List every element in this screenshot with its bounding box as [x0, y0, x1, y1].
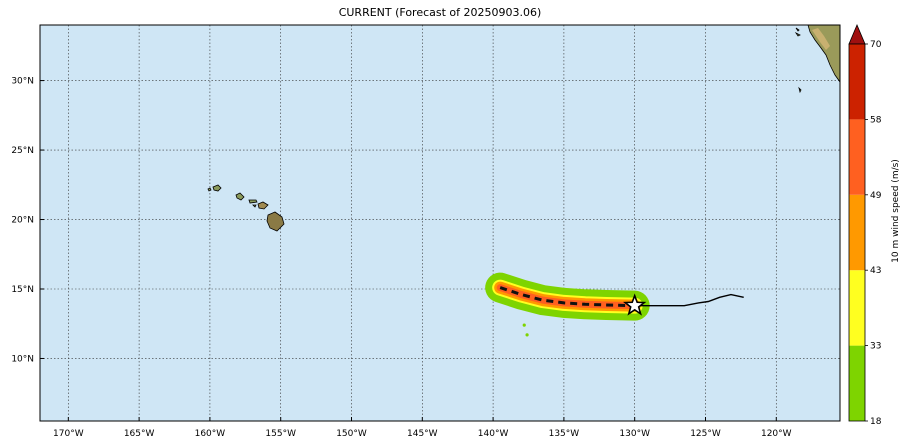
colorbar-tick-label: 18	[870, 417, 882, 427]
colorbar-frame	[848, 43, 866, 422]
colorbar-tick-label: 70	[870, 40, 882, 50]
colorbar-tick-label: 58	[870, 115, 882, 125]
lon-tick-label: 165°W	[124, 429, 155, 439]
lon-tick-label: 160°W	[195, 429, 226, 439]
lon-tick-label: 145°W	[407, 429, 438, 439]
ocean-area	[40, 25, 840, 421]
lat-tick-label: 10°N	[11, 354, 34, 364]
lon-tick-label: 135°W	[549, 429, 580, 439]
island-niihau	[207, 187, 212, 192]
longitude-axis: 170°W 165°W 160°W 155°W 150°W 145°W 140°W 135°W…	[53, 417, 792, 439]
island-big-island	[266, 211, 285, 232]
swath-speck	[522, 323, 526, 327]
map-gridlines	[40, 25, 840, 421]
hawaiian-islands	[207, 184, 285, 232]
colorbar-band	[849, 194, 865, 271]
lon-tick-label: 120°W	[761, 429, 792, 439]
lon-tick-label: 125°W	[690, 429, 721, 439]
lat-tick-label: 15°N	[11, 285, 34, 295]
past-track-line	[634, 293, 744, 307]
lat-tick-label: 20°N	[11, 216, 34, 226]
latitude-axis: 10°N 15°N 20°N 25°N 30°N	[11, 77, 44, 364]
lon-tick-label: 150°W	[336, 429, 367, 439]
island-oahu	[235, 192, 245, 201]
storm-position-star-icon	[623, 293, 647, 316]
swath-speck	[525, 333, 529, 337]
colorbar-label: 10 m wind speed (m/s)	[891, 159, 901, 263]
island-kauai	[212, 184, 222, 192]
colorbar-tick-label: 43	[870, 266, 881, 276]
colorbar-band	[849, 270, 865, 346]
island-molokai	[248, 199, 258, 204]
lat-tick-label: 30°N	[11, 77, 34, 87]
colorbar-extension	[848, 23, 866, 45]
map-frame	[39, 24, 841, 422]
lat-tick-label: 25°N	[11, 146, 34, 156]
forecast-track-line	[499, 286, 635, 308]
lon-tick-label: 155°W	[265, 429, 296, 439]
map-title: CURRENT (Forecast of 20250903.06)	[338, 6, 542, 19]
colorbar-band	[849, 345, 865, 421]
colorbar-tick-label: 33	[870, 342, 881, 352]
north-america-coast	[794, 25, 840, 94]
lon-tick-label: 140°W	[478, 429, 509, 439]
colorbar-tick-label: 49	[870, 191, 882, 201]
wind-speed-colorbar: 18 33 43 49 58 70	[848, 23, 882, 427]
island-maui	[257, 201, 269, 210]
lon-tick-label: 130°W	[619, 429, 650, 439]
lon-tick-label: 170°W	[53, 429, 84, 439]
colorbar-band	[849, 44, 865, 120]
colorbar-band	[849, 119, 865, 195]
island-lanai	[252, 204, 257, 208]
